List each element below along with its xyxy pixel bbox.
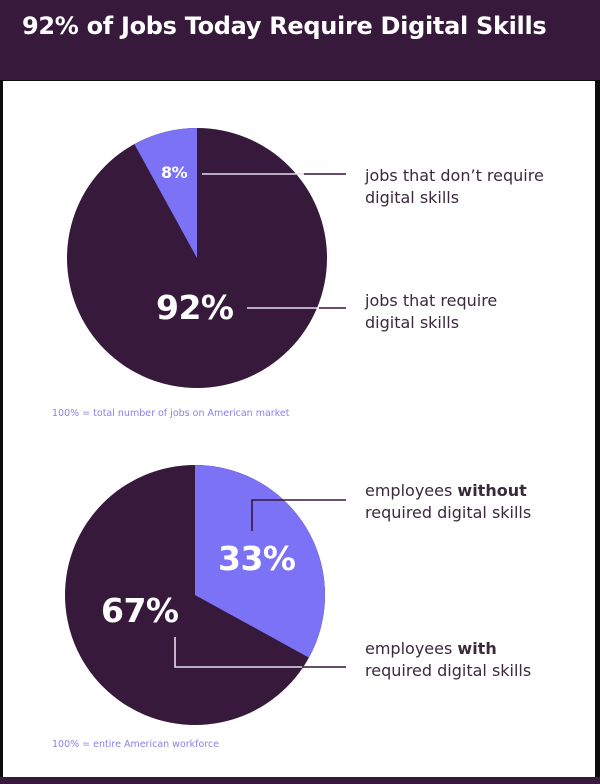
pie1-value-92: 92%	[156, 288, 234, 327]
label-line1: employees with	[365, 639, 497, 658]
pie2-label-without: employees without required digital skill…	[365, 480, 531, 524]
pie1-label-no-digital: jobs that don’t require digital skills	[365, 165, 544, 209]
bottom-bar	[0, 777, 600, 784]
pie1-label-digital: jobs that require digital skills	[365, 290, 497, 334]
pie1-value-8: 8%	[161, 163, 188, 182]
pie-chart-jobs	[67, 128, 346, 388]
label-line2: required digital skills	[365, 661, 532, 680]
label-line1: jobs that require	[365, 291, 498, 310]
pie1-footnote: 100% = total number of jobs on American …	[52, 408, 290, 419]
pie2-label-with: employees with required digital skills	[365, 638, 531, 682]
label-line2: digital skills	[365, 188, 460, 207]
label-emphasis: without	[457, 481, 527, 500]
pie2-slice-33	[195, 465, 325, 658]
pie2-connector-67	[174, 637, 346, 668]
label-emphasis: with	[457, 639, 497, 658]
label-line1: jobs that don’t require	[365, 166, 544, 185]
label-line1: employees without	[365, 481, 527, 500]
pie2-footnote: 100% = entire American workforce	[52, 739, 220, 750]
label-line2: required digital skills	[365, 503, 532, 522]
pie1-slice-8	[134, 128, 197, 258]
pie2-value-67: 67%	[101, 591, 179, 630]
header-banner: 92% of Jobs Today Require Digital Skills	[0, 0, 600, 80]
label-line2: digital skills	[365, 313, 460, 332]
pie2-connector-33	[251, 499, 346, 531]
pie2-value-33: 33%	[218, 539, 296, 578]
pie-chart-workforce	[65, 465, 346, 725]
page-title: 92% of Jobs Today Require Digital Skills	[22, 12, 547, 40]
